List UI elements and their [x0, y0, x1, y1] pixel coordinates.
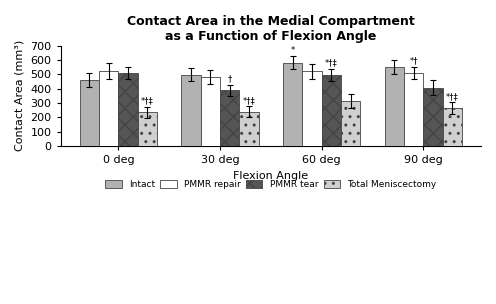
Bar [341, 101, 360, 146]
Text: *†: *† [409, 56, 418, 65]
Bar [385, 67, 404, 146]
Bar [240, 112, 258, 146]
Bar [322, 75, 341, 146]
Text: *†‡: *†‡ [141, 96, 154, 105]
Text: *†‡: *†‡ [325, 59, 338, 67]
Title: Contact Area in the Medial Compartment
as a Function of Flexion Angle: Contact Area in the Medial Compartment a… [127, 15, 415, 43]
Bar [283, 63, 303, 146]
Y-axis label: Contact Area (mm³): Contact Area (mm³) [15, 40, 25, 151]
Bar [303, 71, 322, 146]
Legend: Intact, PMMR repair, PMMR tear, Total Meniscectomy: Intact, PMMR repair, PMMR tear, Total Me… [103, 177, 439, 192]
X-axis label: Flexion Angle: Flexion Angle [233, 171, 309, 181]
Bar [99, 71, 119, 146]
Bar [442, 108, 462, 146]
Text: *†‡: *†‡ [243, 96, 255, 105]
Bar [404, 73, 423, 146]
Bar [182, 74, 201, 146]
Text: *†‡: *†‡ [446, 92, 459, 101]
Text: *: * [291, 46, 295, 55]
Bar [201, 77, 220, 146]
Bar [138, 112, 157, 146]
Bar [220, 90, 240, 146]
Bar [80, 80, 99, 146]
Bar [423, 88, 442, 146]
Text: †: † [228, 74, 232, 84]
Bar [119, 73, 138, 146]
